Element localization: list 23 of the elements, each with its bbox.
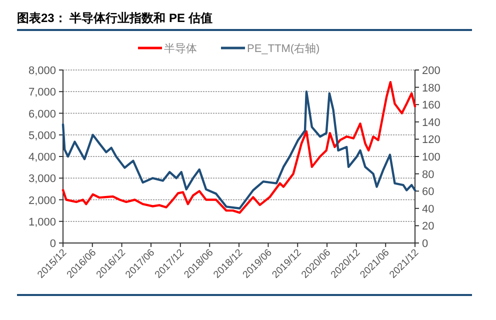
legend-label: 半导体 (164, 42, 197, 55)
legend-label: PE_TTM(右轴) (247, 42, 320, 55)
y2-tick-label: 80 (422, 168, 434, 181)
y2-tick-label: 140 (422, 116, 440, 129)
y-tick-label: 2,000 (28, 194, 56, 207)
y2-tick-label: 0 (422, 238, 428, 250)
chart-title: 图表23： 半导体行业指数和 PE 估值 (17, 11, 212, 25)
y2-tick-label: 120 (422, 134, 440, 146)
y2-tick-label: 160 (422, 100, 440, 112)
y-tick-label: 1,000 (28, 216, 56, 228)
y-tick-label: 6,000 (28, 108, 56, 120)
y-tick-label: 3,000 (28, 173, 56, 186)
y-tick-label: 8,000 (28, 65, 56, 77)
y2-tick-label: 60 (422, 186, 434, 198)
y2-tick-label: 20 (422, 220, 434, 233)
y2-tick-label: 100 (422, 152, 440, 164)
y-tick-label: 4,000 (28, 152, 56, 164)
y2-tick-label: 200 (422, 65, 440, 77)
y2-tick-label: 180 (422, 82, 440, 94)
y-tick-label: 7,000 (28, 86, 56, 99)
y2-tick-label: 40 (422, 203, 434, 216)
y-tick-label: 0 (50, 238, 56, 250)
y-tick-label: 5,000 (28, 130, 56, 142)
